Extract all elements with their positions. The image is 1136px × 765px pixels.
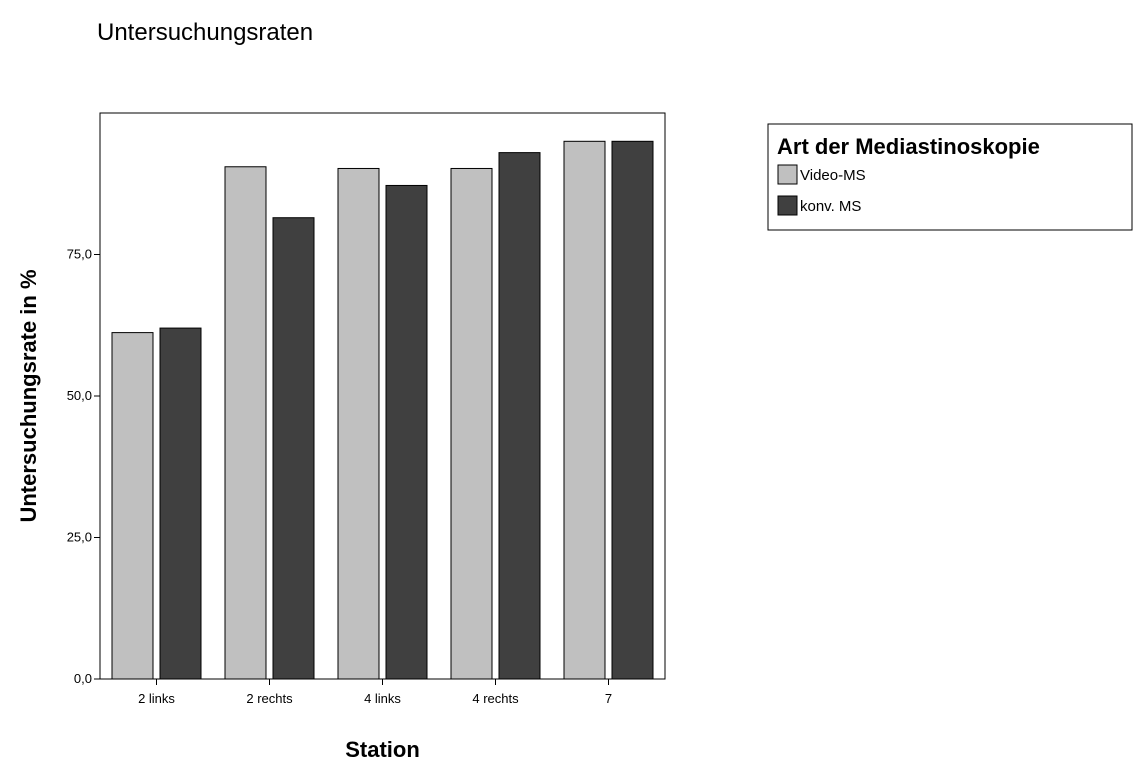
bar-video-ms [111,332,154,680]
x-tick-label: 2 rechts [246,691,293,706]
bar-konv-ms [159,327,202,680]
bar-konv-ms [272,217,315,680]
x-tick-label: 4 rechts [472,691,519,706]
legend-items: Video-MS konv. MS [777,164,866,216]
legend: Art der Mediastinoskopie Video-MS konv. M… [767,123,1133,231]
chart-title: Untersuchungsraten [97,19,313,46]
y-tick-label: 25,0 [67,530,92,545]
x-axis: 2 links 2 rechts 4 links 4 rechts 7 [138,679,612,706]
bar-konv-ms [498,152,541,680]
x-axis-title: Station [345,737,420,762]
bar-konv-ms [611,140,654,680]
y-tick-label: 75,0 [67,247,92,262]
y-tick-label: 0,0 [74,671,92,686]
legend-label: konv. MS [800,198,861,215]
x-tick-label: 4 links [364,691,401,706]
legend-swatch [777,164,798,185]
bar-video-ms [337,167,380,680]
legend-box [767,123,1133,231]
legend-label: Video-MS [800,167,866,184]
y-axis: 0,0 25,0 50,0 75,0 [67,247,100,686]
y-tick-label: 50,0 [67,388,92,403]
y-axis-title: Untersuchungsrate in % [16,269,41,522]
x-tick-label: 2 links [138,691,175,706]
bar-video-ms [563,140,606,680]
bar-video-ms [450,167,493,680]
legend-swatch [777,195,798,216]
bar-konv-ms [385,184,428,680]
x-tick-label: 7 [605,691,612,706]
bars-group [111,140,654,680]
legend-title: Art der Mediastinoskopie [777,134,1040,159]
bar-video-ms [224,166,267,680]
